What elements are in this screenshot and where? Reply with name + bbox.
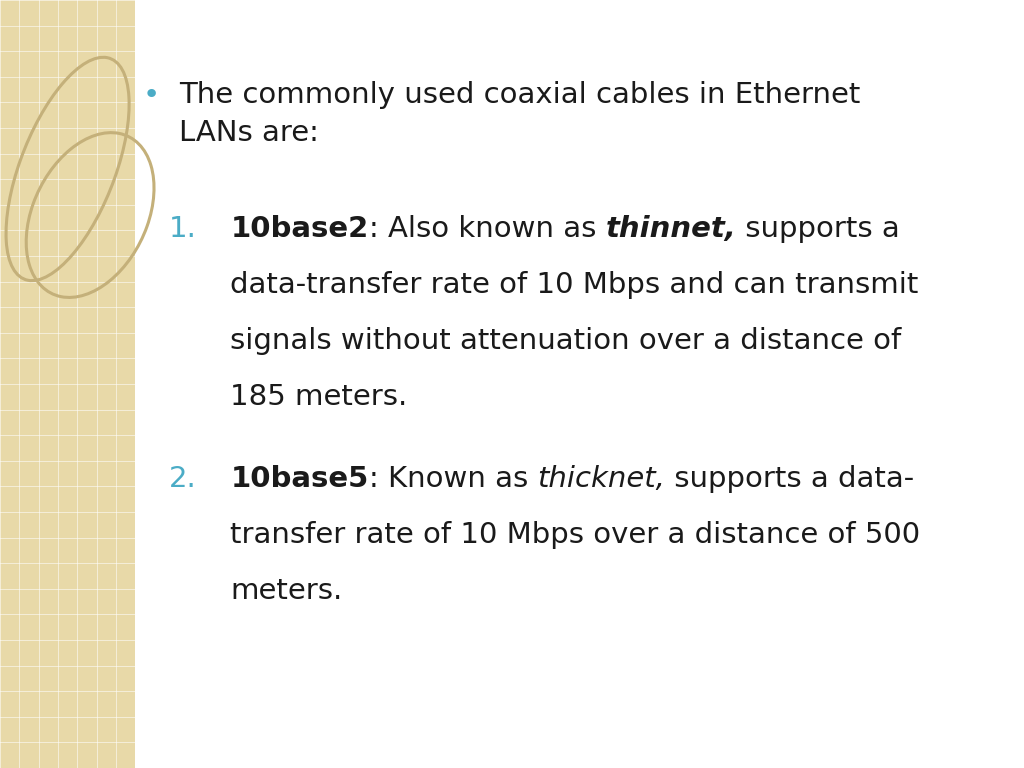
Text: 185 meters.: 185 meters. (230, 383, 408, 411)
Text: 10base5: 10base5 (230, 465, 369, 492)
Text: 1.: 1. (169, 215, 197, 243)
Text: supports a: supports a (736, 215, 900, 243)
Text: data-transfer rate of 10 Mbps and can transmit: data-transfer rate of 10 Mbps and can tr… (230, 271, 919, 299)
Text: The commonly used coaxial cables in Ethernet
LANs are:: The commonly used coaxial cables in Ethe… (179, 81, 860, 147)
Text: thinnet,: thinnet, (605, 215, 736, 243)
Text: supports a data-: supports a data- (665, 465, 914, 492)
Text: •: • (143, 81, 160, 108)
Text: : Known as: : Known as (369, 465, 538, 492)
Text: transfer rate of 10 Mbps over a distance of 500: transfer rate of 10 Mbps over a distance… (230, 521, 921, 548)
Bar (0, 0, 135, 768)
Text: signals without attenuation over a distance of: signals without attenuation over a dista… (230, 327, 902, 355)
Text: thicknet,: thicknet, (538, 465, 665, 492)
Text: 2.: 2. (169, 465, 197, 492)
Bar (135, 0, 1024, 768)
Text: 10base2: 10base2 (230, 215, 369, 243)
Text: meters.: meters. (230, 577, 343, 604)
Text: : Also known as: : Also known as (369, 215, 605, 243)
